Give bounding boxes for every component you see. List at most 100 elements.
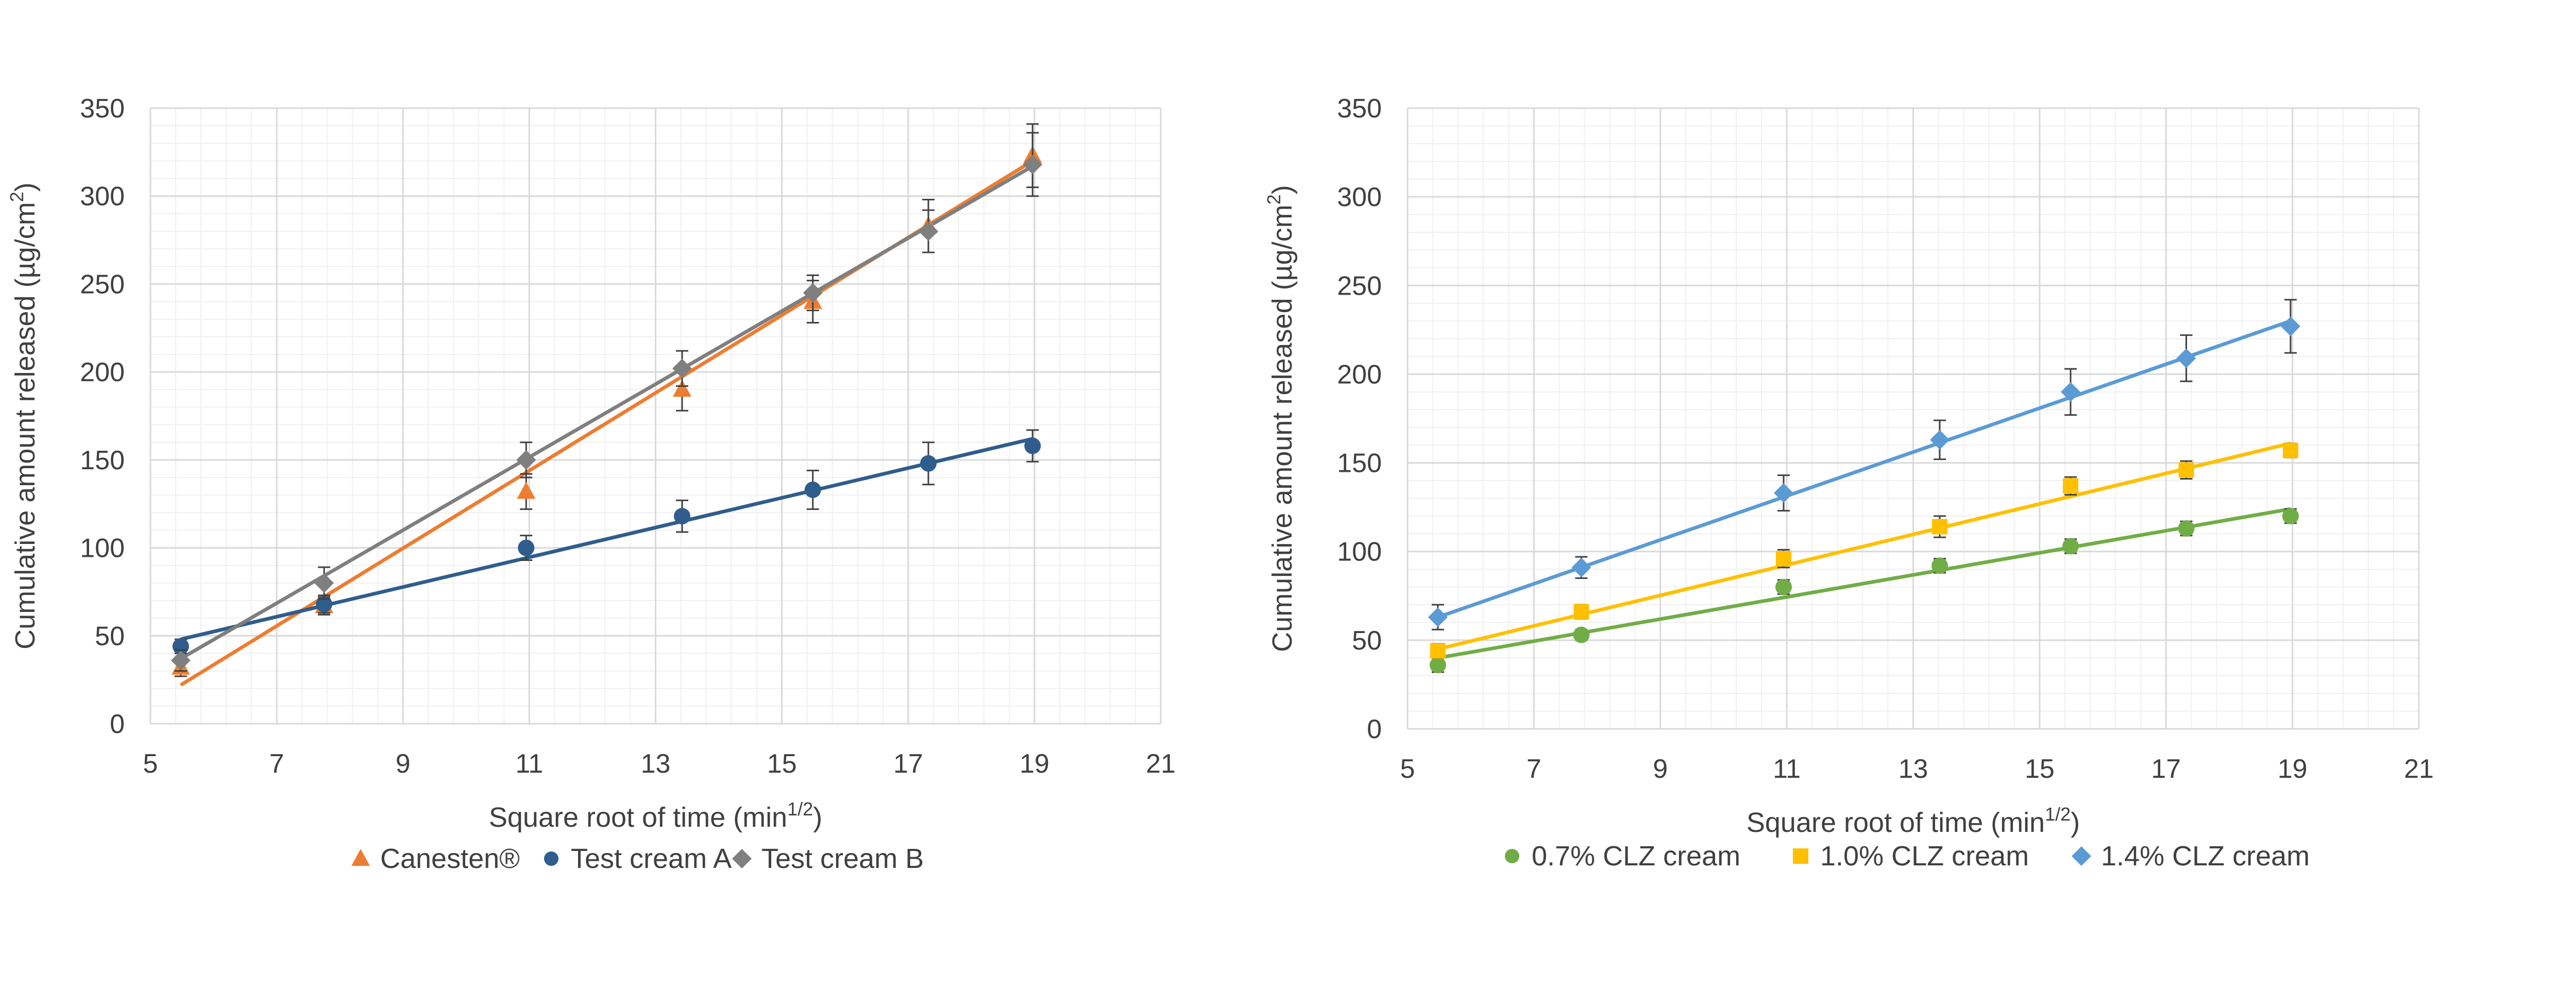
x-axis-title: Square root of time (min1/2) <box>489 798 822 833</box>
data-point <box>1024 437 1041 454</box>
x-tick-label: 9 <box>396 749 411 779</box>
x-tick-label: 21 <box>1146 749 1176 779</box>
x-tick-label: 5 <box>1400 754 1415 784</box>
data-point <box>1775 578 1792 595</box>
y-tick-label: 150 <box>1337 449 1382 479</box>
data-point <box>316 595 333 612</box>
legend: 0.7% CLZ cream 1.0% CLZ cream 1.4% CLZ cre… <box>1505 841 2310 872</box>
y-tick-label: 50 <box>1352 626 1382 656</box>
points-0-7-clz-cream <box>1429 507 2299 674</box>
data-point <box>171 651 191 671</box>
x-tick-label: 15 <box>2025 754 2055 784</box>
points-test-cream-a <box>172 429 1041 655</box>
data-point <box>1428 607 1448 627</box>
y-tick-label: 50 <box>95 621 125 651</box>
trendline <box>1437 319 2292 619</box>
series-0-7-clz-cream <box>1437 507 2291 660</box>
major-gridlines <box>149 107 1162 725</box>
x-tick-label: 17 <box>2151 754 2181 784</box>
legend-item: Test cream A <box>544 843 732 874</box>
x-tick-label: 13 <box>641 749 671 779</box>
data-point <box>518 539 535 556</box>
y-axis-title: Cumulative amount released (µg/cm2) <box>1263 185 1298 652</box>
x-tick-label: 9 <box>1653 754 1668 784</box>
y-tick-label: 250 <box>80 269 125 299</box>
legend-label: Canesten® <box>380 843 520 874</box>
data-point <box>516 450 536 470</box>
legend-label: 1.4% CLZ cream <box>2101 841 2310 872</box>
data-point <box>1931 557 1948 574</box>
legend-marker <box>1793 848 1808 864</box>
data-point <box>920 455 937 472</box>
trendline <box>180 164 1033 660</box>
points-1-4-clz-cream <box>1428 299 2300 630</box>
data-point <box>672 359 692 379</box>
points-1-0-clz-cream <box>1430 442 2298 659</box>
y-tick-label: 200 <box>80 357 125 387</box>
data-point <box>2282 442 2298 458</box>
data-point <box>1775 551 1791 567</box>
data-point <box>673 508 690 525</box>
data-point <box>2062 478 2078 494</box>
x-tick-label: 17 <box>893 749 923 779</box>
x-tick-label: 21 <box>2404 754 2434 784</box>
y-tick-label: 350 <box>1337 94 1382 124</box>
x-axis-title: Square root of time (min1/2) <box>1747 804 2080 838</box>
data-point <box>2178 462 2194 478</box>
data-point <box>1573 604 1589 620</box>
data-point <box>1023 155 1043 175</box>
series-test-cream-a <box>180 437 1033 641</box>
data-point <box>1573 626 1590 643</box>
y-tick-label: 250 <box>1337 271 1382 301</box>
data-point <box>2176 348 2196 368</box>
data-point <box>1930 430 1950 450</box>
chart-2: 5 7 9 11 13 15 17 19 21 0 50 100 150 200 250 300 350 Squa… <box>1263 94 2434 872</box>
chart-1: 5 7 9 11 13 15 17 19 21 0 50 100 150 200 250 300 350 Squa… <box>6 94 1176 874</box>
points-test-cream-b <box>171 132 1043 672</box>
data-point <box>672 380 691 397</box>
legend-label: Test cream A <box>571 843 732 874</box>
y-tick-label: 300 <box>1337 182 1382 212</box>
x-tick-label: 11 <box>1773 754 1801 784</box>
data-point <box>804 481 821 498</box>
legend-marker <box>2072 846 2091 866</box>
x-tick-label: 19 <box>2278 754 2308 784</box>
x-tick-label: 15 <box>767 749 797 779</box>
data-point <box>918 221 938 241</box>
legend: Canesten® Test cream A Test cream B <box>351 843 924 874</box>
y-tick-label: 200 <box>1337 360 1382 389</box>
data-point <box>2282 507 2299 524</box>
data-point <box>517 482 536 499</box>
data-point <box>2178 520 2195 537</box>
data-point <box>314 573 334 593</box>
legend-item: 1.0% CLZ cream <box>1793 841 2029 872</box>
y-tick-label: 0 <box>110 709 125 739</box>
x-tick-label: 13 <box>1899 754 1928 784</box>
x-tick-label: 7 <box>269 749 284 779</box>
legend-label: 0.7% CLZ cream <box>1532 841 1740 872</box>
data-point <box>1932 519 1948 535</box>
x-tick-label: 5 <box>143 749 158 779</box>
x-tick-label: 7 <box>1527 754 1541 784</box>
data-point <box>1430 643 1446 659</box>
legend-item: Canesten® <box>351 843 520 874</box>
legend-marker <box>732 849 752 868</box>
data-point <box>2280 316 2300 336</box>
legend-marker <box>1505 849 1519 863</box>
data-point <box>2062 538 2079 555</box>
y-tick-label: 100 <box>1337 537 1382 567</box>
series-1-4-clz-cream <box>1437 319 2292 619</box>
y-tick-label: 300 <box>80 182 125 212</box>
trendline <box>180 437 1033 641</box>
legend-marker <box>351 849 370 866</box>
y-tick-label: 100 <box>80 534 125 564</box>
trendline <box>1437 507 2291 660</box>
legend-item: Test cream B <box>732 843 924 874</box>
data-point <box>1429 657 1446 674</box>
data-point <box>803 283 823 303</box>
y-axis-title: Cumulative amount released (µg/cm2) <box>6 182 41 650</box>
x-tick-label: 11 <box>515 749 543 779</box>
series-1-0-clz-cream <box>1437 441 2291 651</box>
legend-label: Test cream B <box>761 843 924 874</box>
